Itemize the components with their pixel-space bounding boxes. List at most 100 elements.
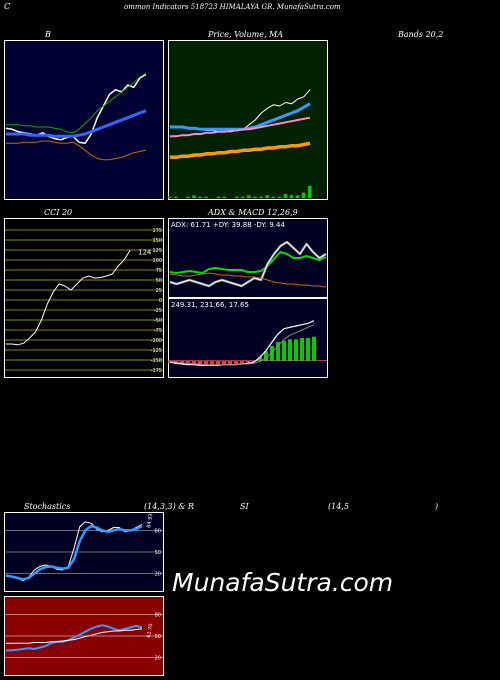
- volume-bar: [198, 196, 202, 198]
- volume-bar: [216, 196, 221, 198]
- macd-histogram-bar: [204, 360, 208, 365]
- macd-histogram-bar: [300, 338, 304, 361]
- macd-histogram-bar: [216, 360, 220, 365]
- macd-histogram-bar: [264, 351, 268, 361]
- macd-histogram-bar: [276, 342, 280, 361]
- macd-histogram-bar: [246, 360, 250, 363]
- macd-histogram-bar: [234, 360, 238, 364]
- cci-tick-label: 75: [156, 268, 162, 274]
- macd-histogram-bar: [240, 360, 244, 364]
- cci-tick-label: -50: [154, 318, 162, 324]
- volume-bar: [253, 196, 257, 198]
- bb-lower-band-line: [6, 140, 147, 161]
- cci-tick-label: 125: [152, 248, 162, 254]
- volume-bar: [186, 196, 190, 198]
- page-title: ommon Indicators 518723 HIMALAYA GR. Mun…: [124, 3, 341, 11]
- volume-bar: [283, 194, 288, 198]
- bollinger-bands-chart: [4, 40, 164, 200]
- macd-histogram-bar: [252, 360, 256, 362]
- volume-bar: [222, 196, 227, 198]
- panel-background: [168, 40, 328, 200]
- macd-histogram-bar: [288, 339, 292, 361]
- volume-bar: [271, 196, 275, 198]
- volume-bar: [174, 196, 178, 198]
- macd-histogram-bar: [192, 360, 196, 365]
- panel-background: [4, 40, 164, 200]
- bb-upper-band-line: [6, 72, 147, 134]
- rsi-tick-label: 50: [155, 634, 161, 640]
- caption-stoch-a: Stochastics: [24, 502, 71, 511]
- caption-rsi-c: ): [435, 502, 439, 511]
- adx-plus-di-line: [169, 241, 327, 287]
- cci-tick-label: -125: [151, 348, 162, 354]
- price-ma-mid-line: [170, 116, 311, 138]
- price-volume-chart: [168, 40, 328, 200]
- cci-tick-label: -175: [151, 368, 162, 374]
- cci-tick-label: 100: [152, 258, 162, 264]
- rsi-tick-label: 20: [155, 656, 161, 662]
- stoch-last-label: 84.93: [146, 513, 154, 528]
- price-ma-long-line: [170, 141, 311, 160]
- volume-bar: [247, 195, 251, 198]
- macd-histogram-bar: [282, 340, 286, 361]
- caption-rsi-a: SI: [240, 502, 249, 511]
- macd-histogram-bar: [294, 339, 298, 361]
- volume-bar: [168, 196, 172, 198]
- cci-chart: 175 150 125 100 75 50 25 0 -25 -50 -75 -100 -125 -150…: [4, 218, 164, 378]
- stoch-tick-label: 50: [155, 550, 161, 556]
- volume-bar: [204, 196, 208, 198]
- volume-bar: [295, 195, 300, 198]
- caption-adx-macd: ADX & MACD 12,26,9: [208, 208, 298, 217]
- macd-histogram-bar: [186, 360, 190, 365]
- macd-histogram-bar: [228, 360, 232, 364]
- cci-tick-label: -150: [151, 358, 162, 364]
- stochastics-chart: 80 50 20 84.93: [4, 512, 164, 592]
- adx-adx-line: [169, 251, 327, 274]
- cci-tick-label: -25: [154, 308, 162, 314]
- volume-bar: [289, 195, 294, 198]
- cci-tick-label: -100: [151, 338, 162, 344]
- bb-middle-band-line: [6, 109, 147, 138]
- cci-tick-label: 0: [159, 298, 162, 304]
- macd-histogram-bar: [222, 360, 226, 364]
- cci-tick-label: -75: [154, 328, 162, 334]
- cci-tick-label: 50: [156, 278, 162, 284]
- macd-histogram-bar: [198, 360, 202, 366]
- rsi-chart: 80 50 20 61.70: [4, 596, 164, 676]
- macd-histogram-bar: [258, 356, 262, 361]
- volume-bar: [259, 196, 263, 198]
- stoch-d-line: [5, 524, 143, 581]
- macd-histogram-bar: [312, 336, 316, 361]
- caption-rsi-b: (14,5: [328, 502, 349, 511]
- macd-signal-line: [169, 324, 315, 366]
- watermark: MunafaSutra.com: [172, 568, 394, 597]
- caption-price-volume: Price, Volume, MA: [208, 30, 284, 39]
- caption-stoch-b: (14,3,3) & R: [144, 502, 194, 511]
- cci-tick-label: 150: [152, 238, 162, 244]
- caption-cci: CCI 20: [44, 208, 73, 217]
- volume-bar: [277, 196, 282, 198]
- caption-c: C: [4, 2, 11, 11]
- cci-tick-label: 175: [152, 228, 162, 234]
- adx-label: ADX: 61.71 +DY: 39.88 -DY: 9.44: [171, 221, 285, 229]
- volume-bar: [241, 196, 245, 198]
- panel-background: [168, 218, 328, 298]
- volume-bar: [192, 195, 196, 198]
- adx-chart: ADX: 61.71 +DY: 39.88 -DY: 9.44: [168, 218, 328, 298]
- stoch-tick-label: 20: [155, 572, 161, 578]
- macd-chart: 249.31, 231.66, 17.65: [168, 298, 328, 378]
- cci-tick-label: 25: [156, 288, 162, 294]
- cci-last-label: 124: [138, 248, 152, 256]
- stoch-tick-label: 80: [155, 528, 161, 534]
- caption-bands: Bands 20,2: [398, 30, 444, 39]
- macd-label: 249.31, 231.66, 17.65: [171, 301, 249, 309]
- caption-bb: B: [45, 30, 51, 39]
- volume-bar: [308, 186, 312, 198]
- rsi-last-label: 61.70: [146, 623, 154, 638]
- macd-histogram-bar: [306, 338, 310, 361]
- rsi-rsi-line: [6, 624, 143, 652]
- panel-background: [4, 218, 164, 378]
- rsi-tick-label: 80: [155, 612, 161, 618]
- volume-bar: [235, 196, 239, 198]
- volume-bar: [301, 192, 306, 198]
